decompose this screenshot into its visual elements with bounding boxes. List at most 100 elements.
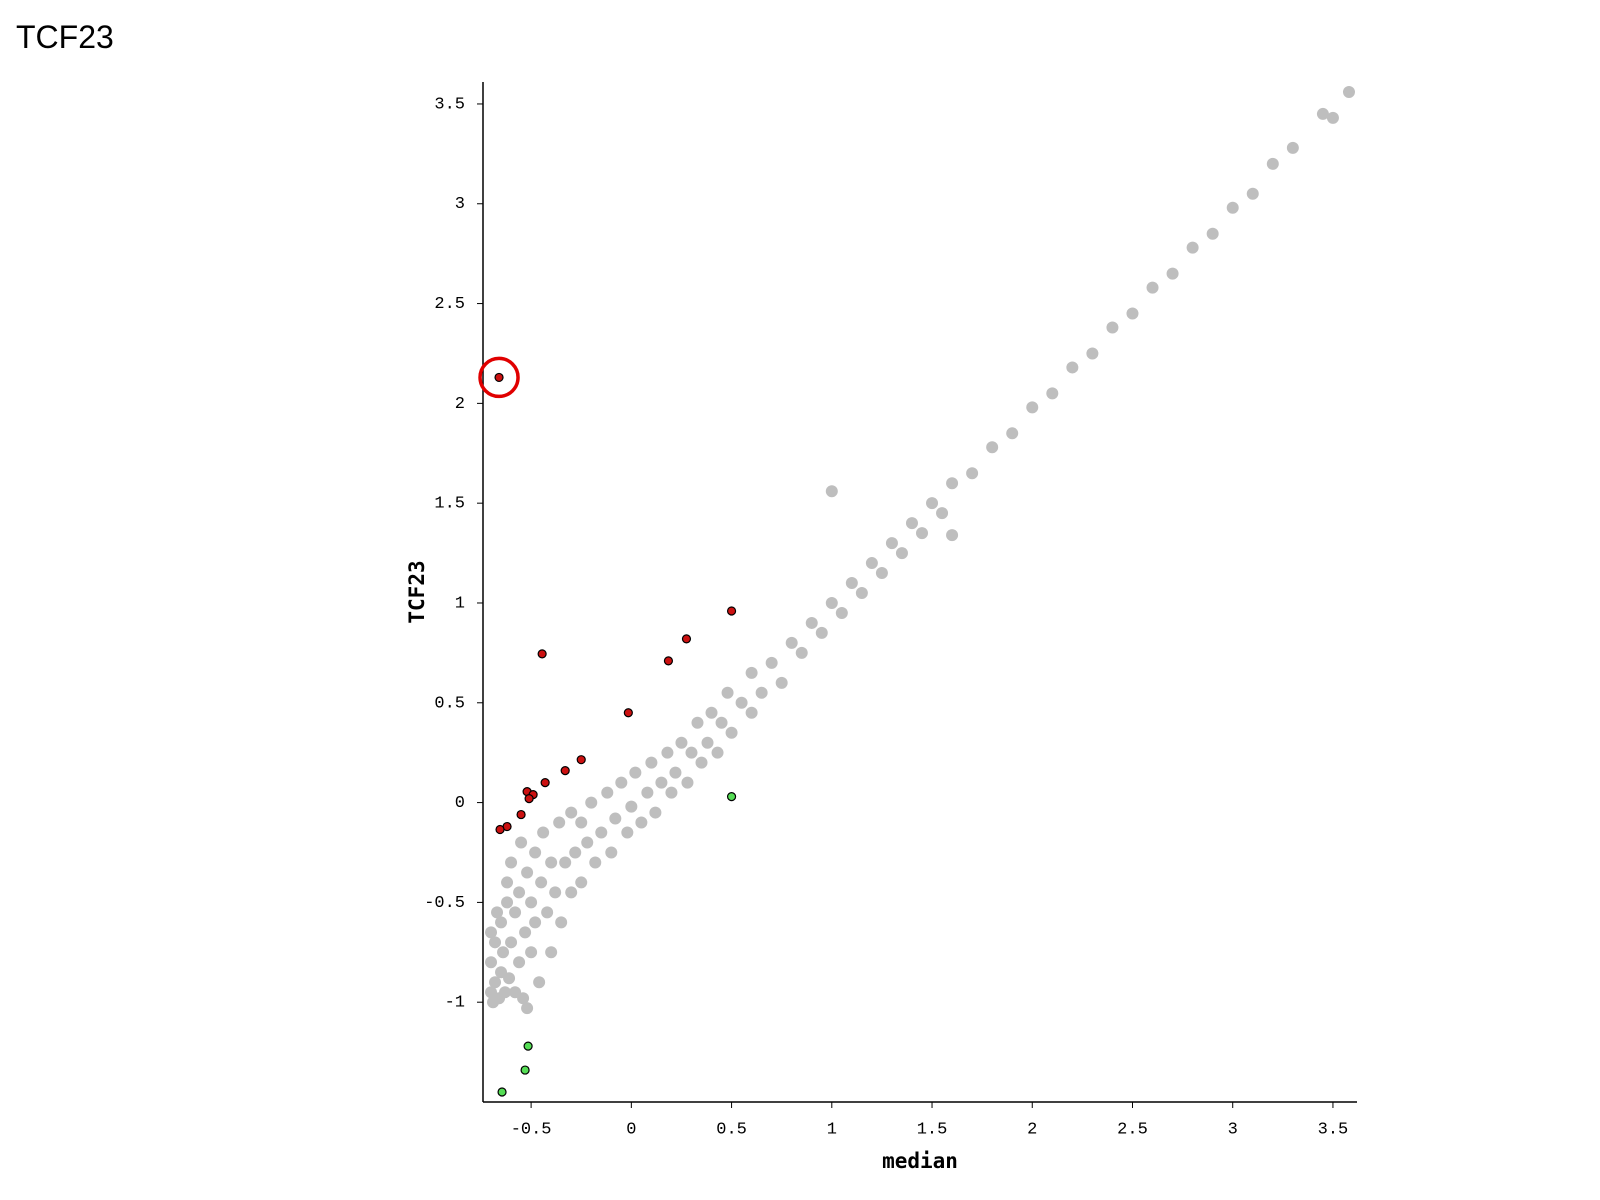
point bbox=[1286, 141, 1299, 154]
point bbox=[485, 956, 498, 969]
highlight-point bbox=[494, 372, 504, 383]
point bbox=[501, 876, 514, 889]
point bbox=[825, 485, 838, 498]
x-tick-label: 3 bbox=[1228, 1120, 1238, 1139]
point bbox=[495, 916, 508, 929]
point bbox=[525, 896, 538, 909]
highlight-point bbox=[623, 708, 633, 718]
point bbox=[521, 1002, 534, 1015]
point bbox=[641, 786, 654, 799]
point bbox=[501, 896, 514, 909]
point bbox=[489, 936, 502, 949]
point bbox=[485, 926, 498, 939]
point bbox=[1316, 107, 1329, 120]
point bbox=[745, 706, 758, 719]
point bbox=[855, 586, 868, 599]
highlight-point bbox=[726, 606, 737, 616]
point bbox=[545, 946, 558, 959]
point bbox=[1166, 267, 1179, 280]
point bbox=[755, 686, 768, 699]
y-tick-label: 3 bbox=[455, 195, 465, 214]
y-axis-title: TCF23 bbox=[405, 560, 429, 623]
point bbox=[661, 746, 674, 759]
point bbox=[916, 527, 929, 540]
point bbox=[1206, 227, 1219, 240]
point bbox=[645, 756, 658, 769]
x-axis-title: median bbox=[882, 1149, 958, 1173]
point bbox=[529, 916, 542, 929]
point bbox=[1326, 111, 1339, 124]
y-tick-label: 0 bbox=[455, 794, 465, 813]
point bbox=[805, 616, 818, 629]
x-tick-label: 3.5 bbox=[1318, 1120, 1349, 1139]
point bbox=[721, 686, 734, 699]
point bbox=[569, 846, 582, 859]
point bbox=[655, 776, 668, 789]
highlight-point bbox=[726, 791, 737, 802]
point bbox=[521, 866, 534, 879]
point bbox=[1006, 427, 1019, 440]
point bbox=[575, 876, 588, 889]
point bbox=[505, 856, 518, 869]
point bbox=[966, 467, 979, 480]
point bbox=[621, 826, 634, 839]
point bbox=[695, 756, 708, 769]
annotation-ring bbox=[478, 356, 520, 399]
point bbox=[845, 577, 858, 590]
y-tick-label: 2.5 bbox=[434, 295, 465, 314]
point bbox=[711, 746, 724, 759]
point bbox=[589, 856, 602, 869]
y-tick-label: 0.5 bbox=[434, 694, 465, 713]
point bbox=[1186, 241, 1199, 254]
point bbox=[1146, 281, 1159, 294]
point bbox=[625, 800, 638, 813]
point bbox=[605, 846, 618, 859]
point bbox=[946, 477, 959, 490]
highlight-point bbox=[576, 755, 586, 765]
point bbox=[815, 626, 828, 639]
point bbox=[545, 856, 558, 869]
point bbox=[1086, 347, 1099, 360]
point bbox=[553, 816, 566, 829]
point bbox=[537, 826, 550, 839]
point bbox=[685, 746, 698, 759]
point bbox=[513, 956, 526, 969]
point bbox=[1126, 307, 1139, 320]
point bbox=[559, 856, 572, 869]
point bbox=[926, 497, 939, 510]
point bbox=[1342, 85, 1355, 98]
point bbox=[509, 906, 522, 919]
point bbox=[865, 557, 878, 570]
point bbox=[505, 936, 518, 949]
point bbox=[946, 529, 959, 542]
x-tick-label: -0.5 bbox=[511, 1120, 552, 1139]
point bbox=[515, 836, 528, 849]
highlight-point bbox=[495, 824, 505, 835]
point bbox=[565, 806, 578, 819]
point bbox=[497, 946, 510, 959]
highlight-point bbox=[663, 656, 674, 666]
x-tick-label: 2.5 bbox=[1117, 1120, 1148, 1139]
point bbox=[701, 736, 714, 749]
point bbox=[895, 547, 908, 560]
y-tick-label: -0.5 bbox=[424, 894, 465, 913]
point bbox=[1026, 401, 1039, 414]
point bbox=[595, 826, 608, 839]
point bbox=[681, 776, 694, 789]
point bbox=[533, 976, 546, 989]
point bbox=[1246, 187, 1259, 200]
highlight-point bbox=[560, 766, 570, 776]
point bbox=[581, 836, 594, 849]
point bbox=[725, 726, 738, 739]
point bbox=[575, 816, 588, 829]
point bbox=[1106, 321, 1119, 334]
point bbox=[565, 886, 578, 899]
point bbox=[691, 716, 704, 729]
point bbox=[885, 537, 898, 550]
point bbox=[601, 786, 614, 799]
point bbox=[986, 441, 999, 454]
highlight-point bbox=[537, 649, 547, 659]
highlight-point bbox=[524, 793, 534, 804]
point bbox=[775, 676, 788, 689]
